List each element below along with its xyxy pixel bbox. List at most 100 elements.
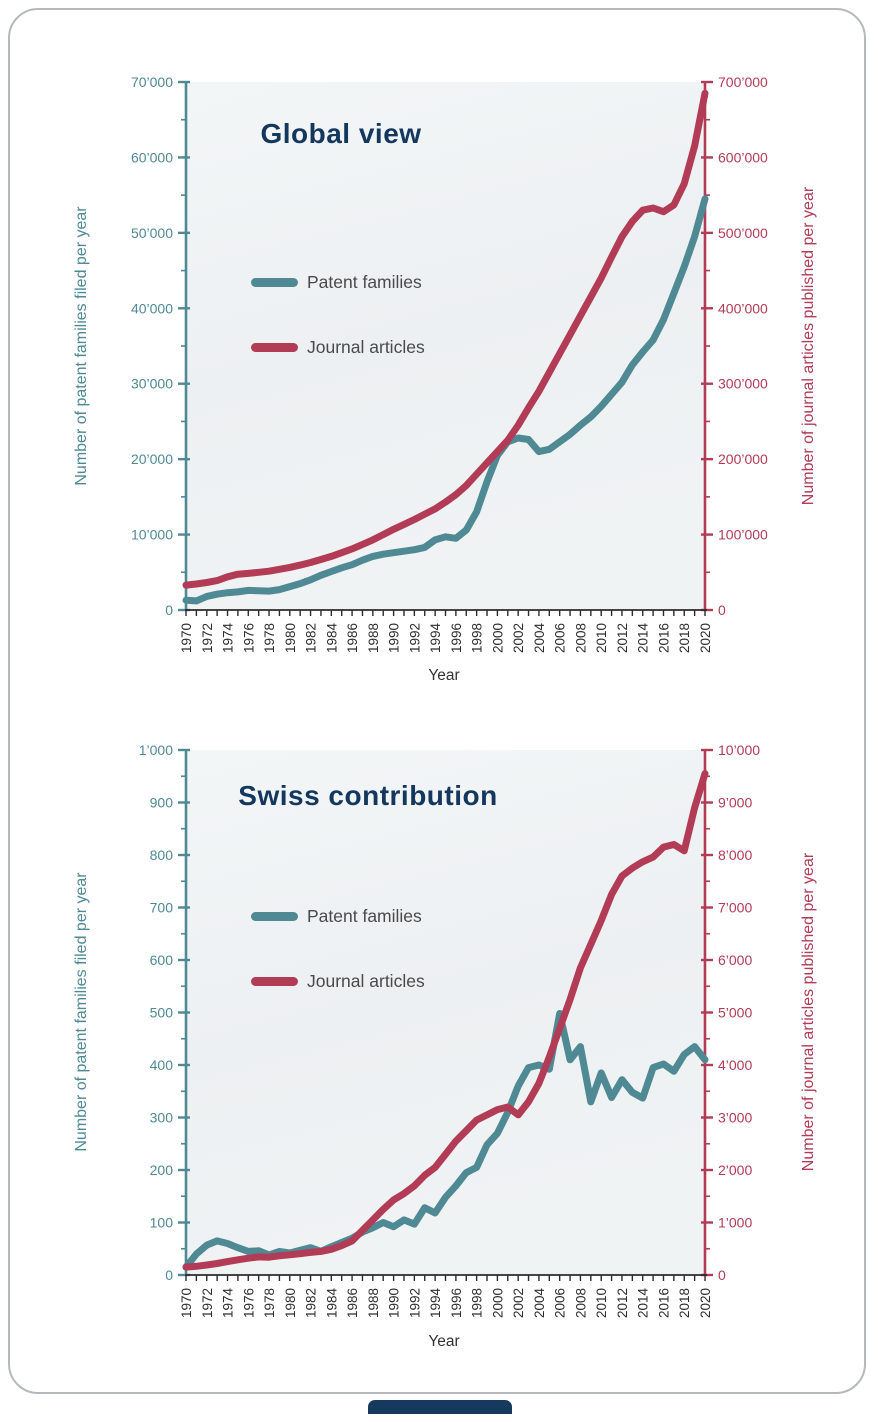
svg-text:1984: 1984 <box>324 623 339 654</box>
svg-text:600: 600 <box>150 952 174 968</box>
svg-text:7’000: 7’000 <box>718 900 752 916</box>
svg-text:2018: 2018 <box>677 623 692 653</box>
svg-text:300: 300 <box>150 1110 174 1126</box>
svg-text:0: 0 <box>165 1267 173 1283</box>
svg-text:2002: 2002 <box>511 623 526 653</box>
svg-text:200: 200 <box>150 1162 174 1178</box>
svg-text:0: 0 <box>718 1267 726 1283</box>
svg-text:1982: 1982 <box>304 623 319 653</box>
x-axis-title-swiss: Year <box>428 1333 460 1350</box>
svg-text:2010: 2010 <box>594 1288 609 1318</box>
svg-text:2000: 2000 <box>490 1288 505 1318</box>
svg-text:100: 100 <box>150 1215 174 1231</box>
svg-text:2016: 2016 <box>656 623 671 653</box>
legend-label: Patent families <box>307 905 422 926</box>
patent-families-line <box>182 195 709 605</box>
left-axis-title-global: Number of patent families filed per year <box>73 206 90 486</box>
svg-text:1980: 1980 <box>283 1288 298 1318</box>
svg-text:1990: 1990 <box>387 623 402 653</box>
svg-text:70’000: 70’000 <box>131 74 173 90</box>
svg-text:1980: 1980 <box>283 623 298 653</box>
left-axis-title-swiss: Number of patent families filed per year <box>73 872 90 1152</box>
svg-text:3’000: 3’000 <box>718 1110 752 1126</box>
svg-text:700’000: 700’000 <box>718 74 768 90</box>
svg-text:2014: 2014 <box>636 623 651 654</box>
chart-title-swiss: Swiss contribution <box>238 780 498 811</box>
svg-text:500: 500 <box>150 1005 174 1021</box>
svg-text:1992: 1992 <box>407 623 422 653</box>
svg-text:1988: 1988 <box>366 1288 381 1318</box>
svg-text:1982: 1982 <box>304 1288 319 1318</box>
svg-text:0: 0 <box>165 602 173 618</box>
svg-text:2012: 2012 <box>615 1288 630 1318</box>
svg-text:1986: 1986 <box>345 623 360 653</box>
right-axis-title-global: Number of journal articles published per… <box>800 186 817 506</box>
svg-text:0: 0 <box>718 602 726 618</box>
legend-label: Journal articles <box>307 336 425 357</box>
legend-label: Journal articles <box>307 970 425 991</box>
svg-text:10’000: 10’000 <box>131 527 173 543</box>
journal-articles-line <box>182 89 709 589</box>
svg-text:40’000: 40’000 <box>131 300 173 316</box>
svg-text:700: 700 <box>150 900 174 916</box>
legend-label: Patent families <box>307 271 422 292</box>
journal-articles-swatch-icon <box>251 342 298 352</box>
svg-text:100’000: 100’000 <box>718 527 768 543</box>
svg-text:1974: 1974 <box>221 1288 236 1319</box>
svg-text:2004: 2004 <box>532 1288 547 1319</box>
svg-text:2010: 2010 <box>594 623 609 653</box>
svg-text:10’000: 10’000 <box>718 742 760 758</box>
svg-text:800: 800 <box>150 847 174 863</box>
svg-text:500’000: 500’000 <box>718 225 768 241</box>
legend-item-journal-articles: Journal articles <box>251 969 511 993</box>
svg-text:4’000: 4’000 <box>718 1057 752 1073</box>
svg-text:1974: 1974 <box>221 623 236 654</box>
chart-title-global: Global view <box>260 118 422 149</box>
svg-text:400: 400 <box>150 1057 174 1073</box>
svg-text:2008: 2008 <box>573 1288 588 1318</box>
journal-articles-swatch-icon <box>251 976 298 986</box>
svg-text:60’000: 60’000 <box>131 149 173 165</box>
footer-accent-bar <box>368 1400 512 1414</box>
svg-text:2’000: 2’000 <box>718 1162 752 1178</box>
svg-text:20’000: 20’000 <box>131 451 173 467</box>
charts-canvas: 0 10’000 20’000 30’000 40’000 50’000 60’000 70’… <box>131 74 768 1318</box>
svg-text:2004: 2004 <box>532 623 547 654</box>
svg-text:1976: 1976 <box>241 1288 256 1318</box>
svg-text:300’000: 300’000 <box>718 376 768 392</box>
legend-item-patent-families: Patent families <box>251 270 511 294</box>
svg-text:50’000: 50’000 <box>131 225 173 241</box>
svg-text:1’000: 1’000 <box>139 742 173 758</box>
svg-text:2016: 2016 <box>656 1288 671 1318</box>
svg-text:30’000: 30’000 <box>131 376 173 392</box>
svg-text:2008: 2008 <box>573 623 588 653</box>
svg-text:1984: 1984 <box>324 1288 339 1319</box>
svg-text:2020: 2020 <box>698 623 713 653</box>
svg-text:2002: 2002 <box>511 1288 526 1318</box>
legend-global: Patent families Journal articles <box>251 270 511 400</box>
svg-text:1976: 1976 <box>241 623 256 653</box>
svg-text:1978: 1978 <box>262 1288 277 1318</box>
svg-text:2000: 2000 <box>490 623 505 653</box>
svg-text:400’000: 400’000 <box>718 300 768 316</box>
svg-text:1972: 1972 <box>200 623 215 653</box>
svg-text:1994: 1994 <box>428 623 443 654</box>
svg-text:1970: 1970 <box>179 1288 194 1318</box>
svg-text:2006: 2006 <box>553 1288 568 1318</box>
legend-item-journal-articles: Journal articles <box>251 335 511 359</box>
svg-text:1970: 1970 <box>179 623 194 653</box>
right-axis-title-swiss: Number of journal articles published per… <box>800 852 817 1172</box>
svg-text:8’000: 8’000 <box>718 847 752 863</box>
svg-text:1998: 1998 <box>470 623 485 653</box>
swiss-contribution-plot: 0 100 200 300 400 500 600 700 800 900 1’000 0 1’000 2… <box>139 742 761 1318</box>
svg-text:1986: 1986 <box>345 1288 360 1318</box>
svg-text:1978: 1978 <box>262 623 277 653</box>
svg-text:2012: 2012 <box>615 623 630 653</box>
svg-text:2014: 2014 <box>636 1288 651 1319</box>
chart-card: 0 10’000 20’000 30’000 40’000 50’000 60’000 70’… <box>8 8 866 1394</box>
svg-text:1’000: 1’000 <box>718 1215 752 1231</box>
legend-swiss: Patent families Journal articles <box>251 904 511 1034</box>
svg-text:200’000: 200’000 <box>718 451 768 467</box>
svg-text:5’000: 5’000 <box>718 1005 752 1021</box>
svg-text:900: 900 <box>150 795 174 811</box>
